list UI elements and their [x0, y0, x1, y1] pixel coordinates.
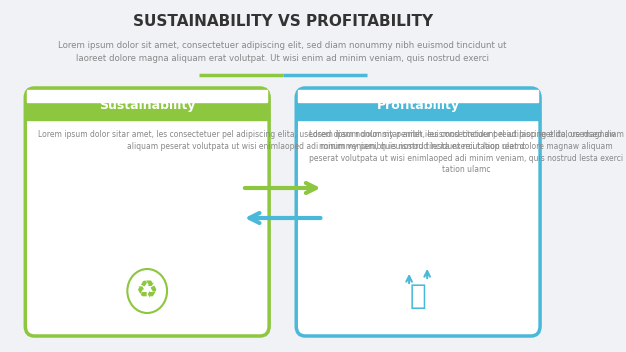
Bar	[296, 110, 540, 120]
Bar	[25, 110, 269, 120]
Text: ♻: ♻	[136, 279, 158, 303]
Text: SUSTAINABILITY VS PROFITABILITY: SUSTAINABILITY VS PROFITABILITY	[133, 14, 433, 30]
Text: Lorem ipsum dolor sitar amet, les consectetuer pel adipiscing elita, usedsed dia: Lorem ipsum dolor sitar amet, les consec…	[38, 130, 615, 151]
Bar	[298, 90, 538, 102]
FancyBboxPatch shape	[25, 88, 269, 120]
Text: Sustainability: Sustainability	[99, 99, 195, 112]
FancyBboxPatch shape	[296, 88, 540, 120]
Text: Lorem ipsum dolor sitar amet, les consectetuer pel adipiscing elita, usedsed dia: Lorem ipsum dolor sitar amet, les consec…	[309, 130, 623, 174]
FancyBboxPatch shape	[296, 88, 540, 336]
Text: Profitability: Profitability	[377, 99, 459, 112]
Text: 💰: 💰	[410, 282, 426, 310]
FancyBboxPatch shape	[25, 88, 269, 336]
Text: Lorem ipsum dolor sit amet, consectetuer adipiscing elit, sed diam nonummy nibh : Lorem ipsum dolor sit amet, consectetuer…	[58, 41, 507, 63]
Bar	[27, 90, 267, 102]
